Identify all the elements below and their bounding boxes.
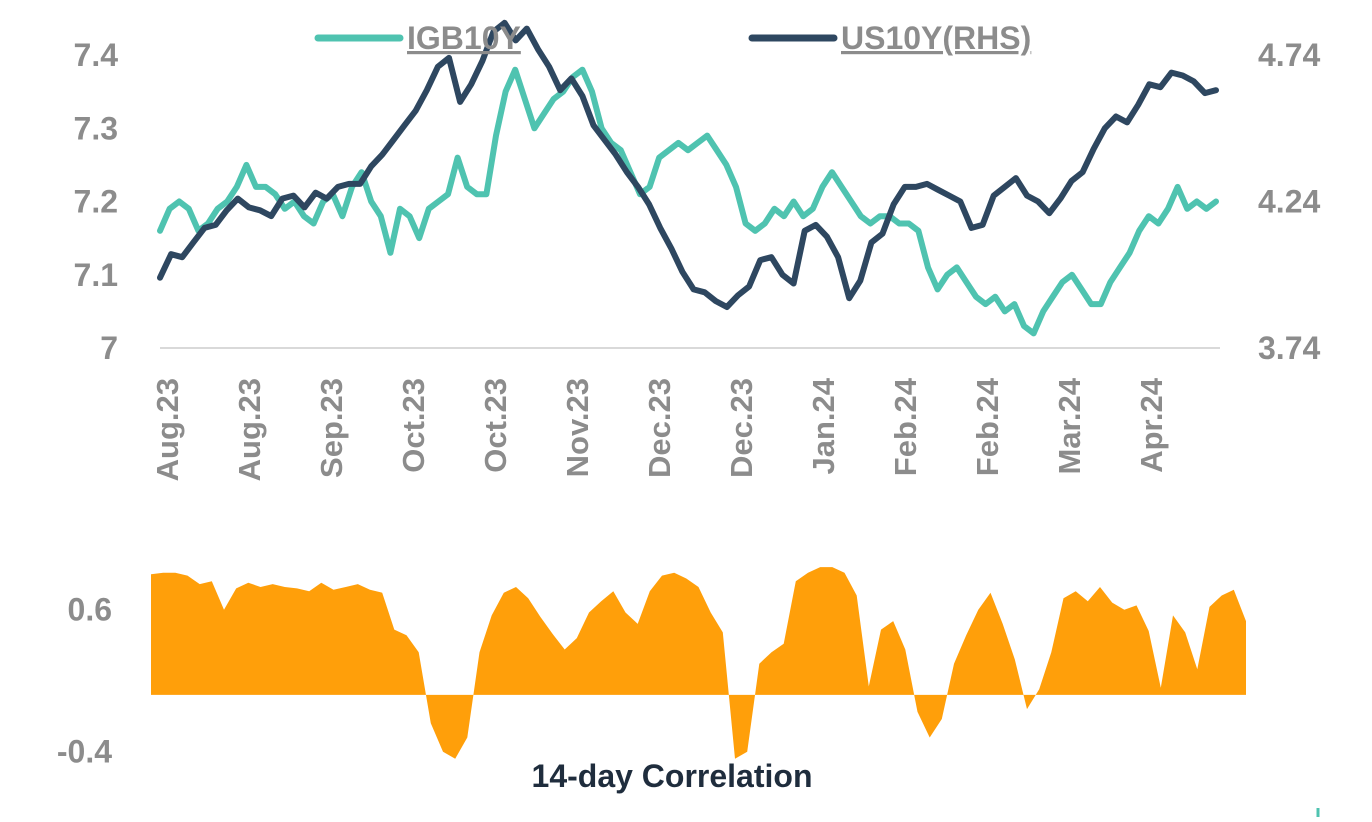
- yield-chart: 7 7.1 7.2 7.3 7.4 3.74 4.24 4.74 Aug.23 Aug.23 Sep…: [74, 19, 1320, 481]
- legend-label-us10y: US10Y(RHS): [841, 20, 1031, 56]
- y-left-tick-label: 7: [100, 330, 118, 366]
- y-right-tick-label: 4.24: [1258, 184, 1320, 220]
- x-tick-label: Dec.23: [724, 378, 759, 478]
- series-line-igb10y: [157, 66, 1219, 337]
- corr-chart-title: 14-day Correlation: [532, 758, 813, 794]
- y-left-tick-label: 7.2: [74, 184, 118, 220]
- correlation-chart: 0.6 -0.4 14-day Correlation: [57, 567, 1320, 817]
- legend-label-igb10y: IGB10Y: [407, 20, 521, 56]
- x-tick-label: Oct.23: [396, 378, 431, 473]
- x-tick-label: Aug.23: [232, 378, 267, 481]
- x-tick-label: Aug.23: [150, 378, 185, 481]
- y-left-tick-label: 7.1: [74, 257, 118, 293]
- x-tick-label: Dec.23: [642, 378, 677, 478]
- corr-y-tick-label: -0.4: [57, 734, 112, 770]
- y-left-tick-label: 7.4: [74, 37, 119, 73]
- x-tick-label: Nov.23: [560, 378, 595, 477]
- x-tick-label: Sep.23: [314, 378, 349, 478]
- y-right-tick-label: 4.74: [1258, 37, 1320, 73]
- x-tick-label: Feb.24: [888, 377, 923, 476]
- x-tick-label: Oct.23: [478, 378, 513, 473]
- x-tick-label: Apr.24: [1134, 377, 1169, 473]
- y-left-tick-label: 7.3: [74, 110, 118, 146]
- x-tick-label: Jan.24: [806, 377, 841, 474]
- series-line-us10y: [157, 19, 1219, 310]
- correlation-area: [151, 567, 1246, 759]
- x-tick-label: Mar.24: [1052, 377, 1087, 474]
- y-right-tick-label: 3.74: [1258, 330, 1320, 366]
- corr-y-tick-label: 0.6: [68, 592, 112, 628]
- x-tick-label: Feb.24: [970, 377, 1005, 476]
